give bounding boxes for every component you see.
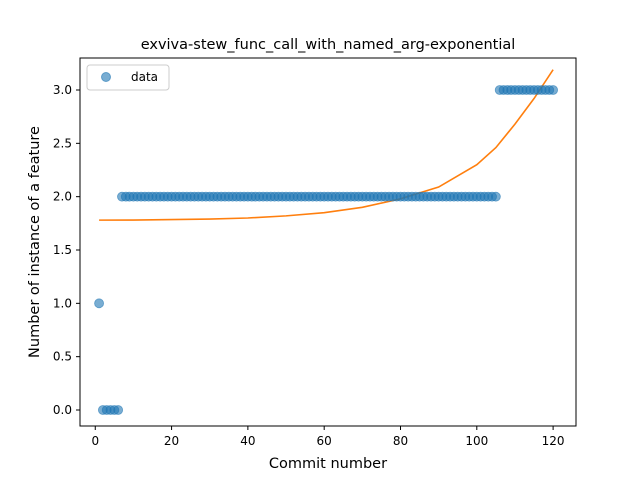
legend-marker-data [101,72,111,82]
x-tick-label: 0 [91,434,99,448]
y-tick-label: 1.5 [53,243,72,257]
data-point [548,85,559,95]
legend-label-data: data [131,70,158,84]
x-tick-label: 60 [317,434,332,448]
x-tick-label: 40 [240,434,255,448]
y-tick-label: 2.5 [53,136,72,150]
y-tick-label: 0.0 [53,403,72,417]
plot-frame [79,57,577,427]
legend: data [86,64,170,91]
x-tick-label: 20 [164,434,179,448]
y-tick-label: 0.5 [53,350,72,364]
y-axis-label: Number of instance of a feature [27,126,43,358]
plot-area [80,58,576,426]
legend-box [86,64,170,91]
fit-curve-layer [99,69,554,221]
chart-title: exviva-stew_func_call_with_named_arg-exp… [141,37,516,53]
data-point [94,298,104,309]
y-tick-label: 2.0 [53,190,72,204]
x-tick-label: 100 [465,434,488,448]
x-tick-label: 80 [393,434,408,448]
y-tick-label: 3.0 [53,83,72,97]
data-points-layer [94,85,559,415]
x-axis-ticks: 0 20 40 60 80 100 120 [91,426,565,448]
y-tick-label: 1.0 [53,296,72,310]
data-point [113,405,124,415]
x-tick-label: 120 [542,434,565,448]
data-point [490,191,501,202]
x-axis-label: Commit number [269,456,387,472]
fit-curve [99,69,554,221]
y-axis-ticks: 0.0 0.5 1.0 1.5 2.0 2.5 3.0 [53,83,80,417]
